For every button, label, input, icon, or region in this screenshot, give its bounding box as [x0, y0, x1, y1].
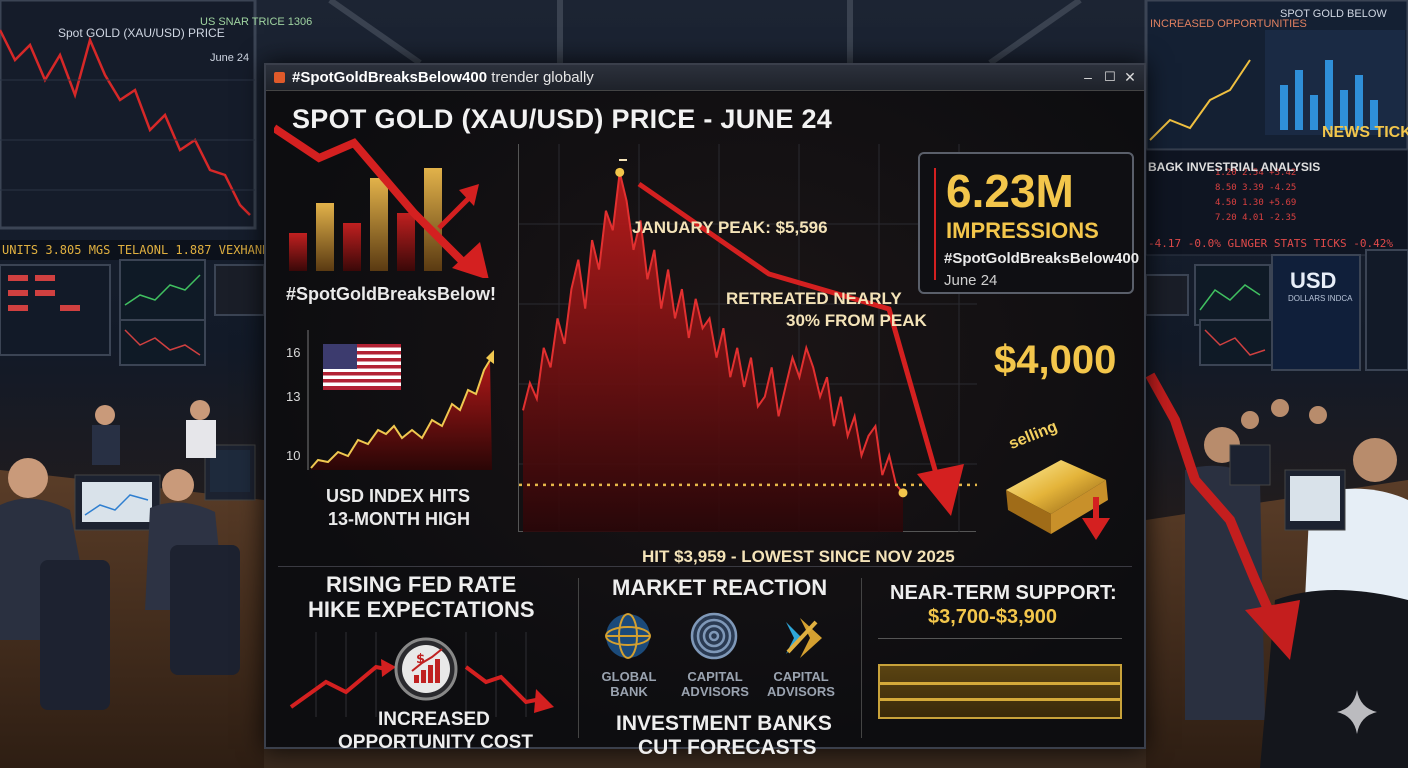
usd-index-chart	[307, 330, 494, 470]
impressions-value: 6.23M	[946, 165, 1074, 217]
fed-sub-2: OPPORTUNITY COST	[338, 732, 533, 753]
impressions-hashtag: #SpotGoldBreaksBelow400	[944, 250, 1140, 267]
fed-title-2: HIKE EXPECTATIONS	[308, 597, 535, 622]
svg-text:1.20 2.54 +3.42: 1.20 2.54 +3.42	[1215, 168, 1296, 178]
retreat-label-1: RETREATED NEARLY	[726, 289, 902, 308]
usd-screen-sub: DOLLARS INDCA	[1288, 294, 1353, 303]
us-flag-icon	[323, 344, 401, 390]
impressions-accent	[934, 168, 936, 280]
level-label: $4,000	[994, 338, 1117, 382]
left-ticker: UNITS 3.805 MGS TELAONL 1.887 VEXHANDER …	[2, 243, 306, 257]
maximize-icon[interactable]: ☐	[1104, 69, 1116, 84]
impressions-label: IMPRESSIONS	[946, 218, 1099, 243]
divider-1	[578, 578, 579, 738]
support-title: NEAR-TERM SUPPORT:	[890, 582, 1117, 604]
gold-price-line	[522, 172, 904, 494]
gold-bar-icon	[1006, 460, 1110, 540]
gold-price-chart	[519, 144, 977, 532]
usd-label-line2: 13-MONTH HIGH	[328, 509, 471, 529]
svg-text:$: $	[416, 652, 425, 667]
usd-tick-10: 10	[286, 448, 301, 463]
right-analysis: BAGK INVESTRIAL ANALYSIS	[1148, 160, 1321, 174]
gold-price-series	[522, 172, 904, 532]
window-title: #SpotGoldBreaksBelow400 trender globally	[292, 69, 594, 86]
dollar-growth-icon: $	[394, 637, 458, 701]
right-ticker: -4.17 -0.0% GLNGER STATS TICKS -0.42%	[1148, 237, 1394, 250]
svg-text:4.50 1.30 +5.69: 4.50 1.30 +5.69	[1215, 198, 1296, 208]
bank-logos	[605, 612, 822, 660]
svg-text:8.50 3.39 -4.25: 8.50 3.39 -4.25	[1215, 183, 1296, 193]
fed-sub-1: INCREASED	[378, 709, 490, 730]
right-top-text: INCREASED OPPORTUNITIES	[1150, 18, 1307, 30]
sparkle-icon	[1337, 690, 1377, 734]
peak-label: JANUARY PEAK: $5,596	[632, 218, 828, 237]
peak-marker	[615, 167, 625, 177]
low-marker	[898, 488, 908, 498]
window-content: SPOT GOLD (XAU/USD) PRICE - JUNE 24 #Spo…	[266, 92, 1144, 759]
fed-title-1: RISING FED RATE	[326, 572, 517, 597]
bank-2-label: CAPITAL ADVISORS	[681, 669, 749, 699]
usd-screen-label: USD	[1290, 268, 1337, 293]
minimize-icon[interactable]: –	[1084, 69, 1092, 85]
market-sub-1: INVESTMENT BANKS	[616, 712, 832, 735]
left-hashtag: #SpotGoldBreaksBelow!	[286, 284, 497, 304]
trend-down-arrow-icon	[637, 181, 964, 516]
close-icon[interactable]: ✕	[1124, 69, 1136, 85]
rate-hike-graphic: $	[289, 632, 554, 717]
support-zone	[878, 664, 1122, 719]
right-top-text-2: SPOT GOLD BELOW	[1280, 8, 1387, 20]
right-red-arrow-icon	[1145, 372, 1300, 660]
left-monitor-date: June 24	[210, 52, 250, 64]
gold-area-fill	[523, 172, 903, 532]
window-titlebar[interactable]: #SpotGoldBreaksBelow400 trender globally…	[266, 65, 1144, 91]
impressions-card: 6.23M IMPRESSIONS #SpotGoldBreaksBelow40…	[918, 152, 1139, 294]
globe-icon	[605, 613, 651, 659]
window-title-suffix: trender globally	[487, 69, 594, 86]
divider-2	[861, 578, 862, 738]
left-monitor-title: Spot GOLD (XAU/USD) PRICE	[58, 26, 225, 40]
low-label: HIT $3,959 - LOWEST SINCE NOV 2025	[642, 547, 955, 566]
usd-label-line1: USD INDEX HITS	[326, 486, 471, 506]
bank-1-label: GLOBAL BANK	[601, 669, 657, 699]
arrow-logo-icon	[786, 618, 822, 658]
app-icon	[274, 72, 285, 83]
svg-text:7.20 4.01 -2.35: 7.20 4.01 -2.35	[1215, 213, 1296, 223]
impressions-date: June 24	[944, 272, 998, 289]
page-title: SPOT GOLD (XAU/USD) PRICE - JUNE 24	[292, 104, 833, 134]
usd-tick-16: 16	[286, 345, 301, 360]
section-divider	[278, 566, 1132, 567]
support-range: $3,700-$3,900	[928, 606, 1058, 628]
bank-3-label: CAPITAL ADVISORS	[767, 669, 835, 699]
fingerprint-icon	[690, 612, 738, 660]
usd-monitor	[1271, 254, 1361, 371]
left-traders	[0, 400, 256, 710]
usd-tick-13: 13	[286, 389, 301, 404]
window-title-hashtag: #SpotGoldBreaksBelow400	[292, 69, 488, 86]
bar-trend-graphic	[274, 124, 489, 278]
retreat-label-2: 30% FROM PEAK	[786, 311, 927, 330]
right-news-tick: NEWS TICK	[1322, 124, 1408, 141]
right-traders	[1185, 399, 1408, 768]
market-sub-2: CUT FORECASTS	[638, 736, 817, 759]
support-top-line	[878, 638, 1122, 639]
market-title: MARKET REACTION	[612, 575, 828, 600]
main-window: #SpotGoldBreaksBelow400 trender globally…	[264, 63, 1146, 759]
left-top-ticker: US SNAR TRICE 1306	[200, 16, 313, 28]
